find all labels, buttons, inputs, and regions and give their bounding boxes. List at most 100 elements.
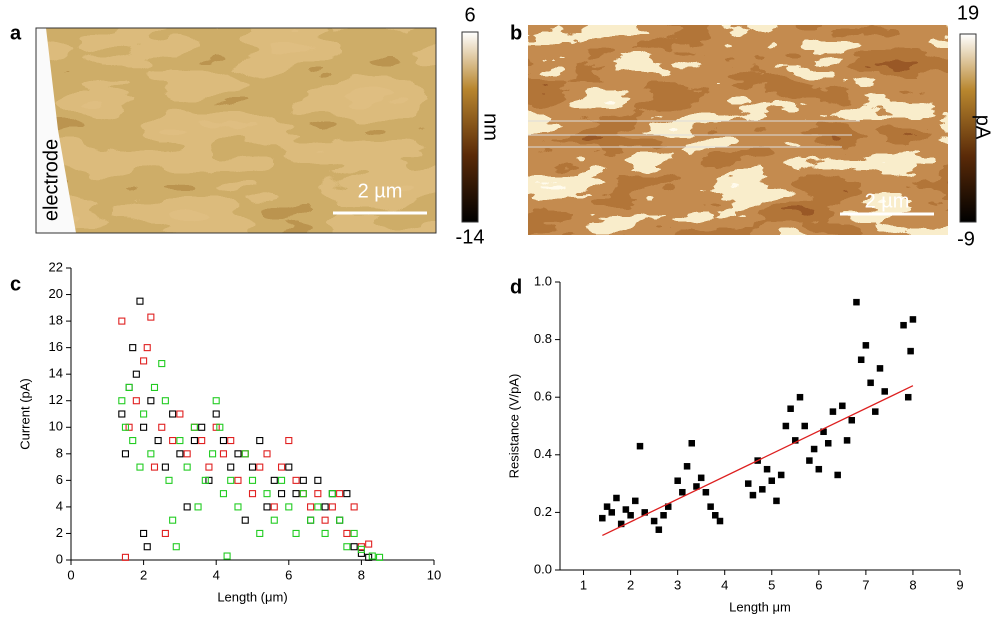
colorbar-unit: pA (972, 115, 994, 140)
data-point (227, 436, 235, 445)
data-point (336, 516, 344, 524)
colorbar (959, 33, 977, 223)
data-point (357, 549, 365, 557)
data-point (900, 321, 907, 329)
data-point (853, 298, 860, 306)
data-point (150, 463, 159, 471)
data-point (227, 476, 235, 484)
data-point (343, 543, 351, 551)
data-point (285, 463, 293, 471)
data-point (212, 410, 220, 418)
annotation: electrode (40, 139, 62, 221)
data-point (655, 526, 663, 533)
data-point (183, 450, 191, 458)
y-axis-label: Current (pA) (17, 378, 32, 450)
data-point (270, 476, 278, 484)
y-tick-label: 10 (49, 419, 63, 434)
data-point (368, 552, 376, 560)
data-point (862, 342, 870, 349)
data-point (263, 450, 271, 458)
data-point (365, 553, 373, 561)
data-point (241, 516, 249, 524)
data-point (161, 397, 169, 405)
data-point (132, 370, 140, 378)
data-point (848, 416, 856, 424)
data-point (613, 494, 620, 502)
data-point (125, 383, 133, 392)
data-point (205, 463, 213, 471)
fit-line (602, 385, 914, 537)
data-point (190, 423, 198, 431)
data-point (219, 450, 228, 458)
data-point (782, 422, 790, 430)
data-point (314, 476, 322, 484)
panel-label: b (510, 22, 522, 44)
data-point (172, 543, 180, 551)
data-point (365, 540, 373, 548)
data-point (248, 490, 257, 498)
data-point (299, 490, 307, 498)
data-point (603, 503, 611, 510)
data-point (328, 503, 336, 511)
data-point (763, 465, 771, 473)
data-point (321, 529, 329, 538)
data-point (328, 490, 336, 498)
panel-label: d (510, 276, 522, 298)
data-point (205, 476, 213, 484)
x-tick-label: 2 (627, 577, 634, 592)
data-point (806, 457, 813, 464)
y-tick-label: 1.0 (534, 273, 552, 288)
x-tick-label: 0 (67, 567, 74, 582)
x-tick-label: 6 (815, 577, 822, 592)
y-tick-label: 2 (56, 525, 63, 540)
data-point (190, 423, 198, 431)
scale-bar-label: 2 µm (358, 180, 403, 202)
data-point (277, 476, 286, 484)
data-point (136, 297, 144, 305)
data-point (223, 552, 231, 560)
data-point (702, 488, 710, 496)
colorbar-min: -14 (456, 226, 485, 248)
data-point (161, 463, 169, 471)
data-point (843, 437, 851, 444)
data-point (636, 442, 644, 450)
data-point (129, 436, 137, 445)
data-point (234, 476, 242, 484)
data-point (688, 440, 696, 447)
colorbar-unit: nm (480, 113, 502, 141)
y-tick-label: 0.4 (534, 446, 552, 461)
data-point (277, 490, 286, 498)
data-point (321, 516, 329, 524)
y-tick-label: 0.6 (534, 389, 552, 404)
data-point (810, 445, 818, 453)
data-point (147, 313, 155, 321)
y-tick-label: 22 (49, 259, 63, 274)
data-point (147, 397, 155, 405)
data-point (712, 512, 719, 519)
data-point (263, 503, 271, 511)
data-point (787, 405, 794, 412)
data-point (350, 543, 358, 551)
data-point (194, 503, 202, 511)
data-point (627, 512, 634, 519)
data-point (716, 517, 724, 525)
data-point (198, 423, 206, 431)
data-point (216, 423, 224, 431)
panel-label: a (10, 22, 22, 44)
data-point (270, 503, 278, 511)
data-point (248, 463, 257, 471)
data-point (158, 423, 166, 431)
data-point (285, 503, 293, 511)
y-tick-label: 4 (56, 498, 63, 513)
data-point (219, 436, 228, 445)
data-point (834, 471, 841, 479)
colorbar-max: 19 (957, 2, 979, 24)
x-tick-label: 6 (285, 567, 292, 582)
x-tick-label: 4 (213, 567, 220, 582)
data-point (158, 360, 166, 368)
data-point (350, 529, 358, 538)
y-tick-label: 0.2 (534, 504, 552, 519)
data-point (622, 506, 630, 513)
data-point (176, 450, 184, 458)
